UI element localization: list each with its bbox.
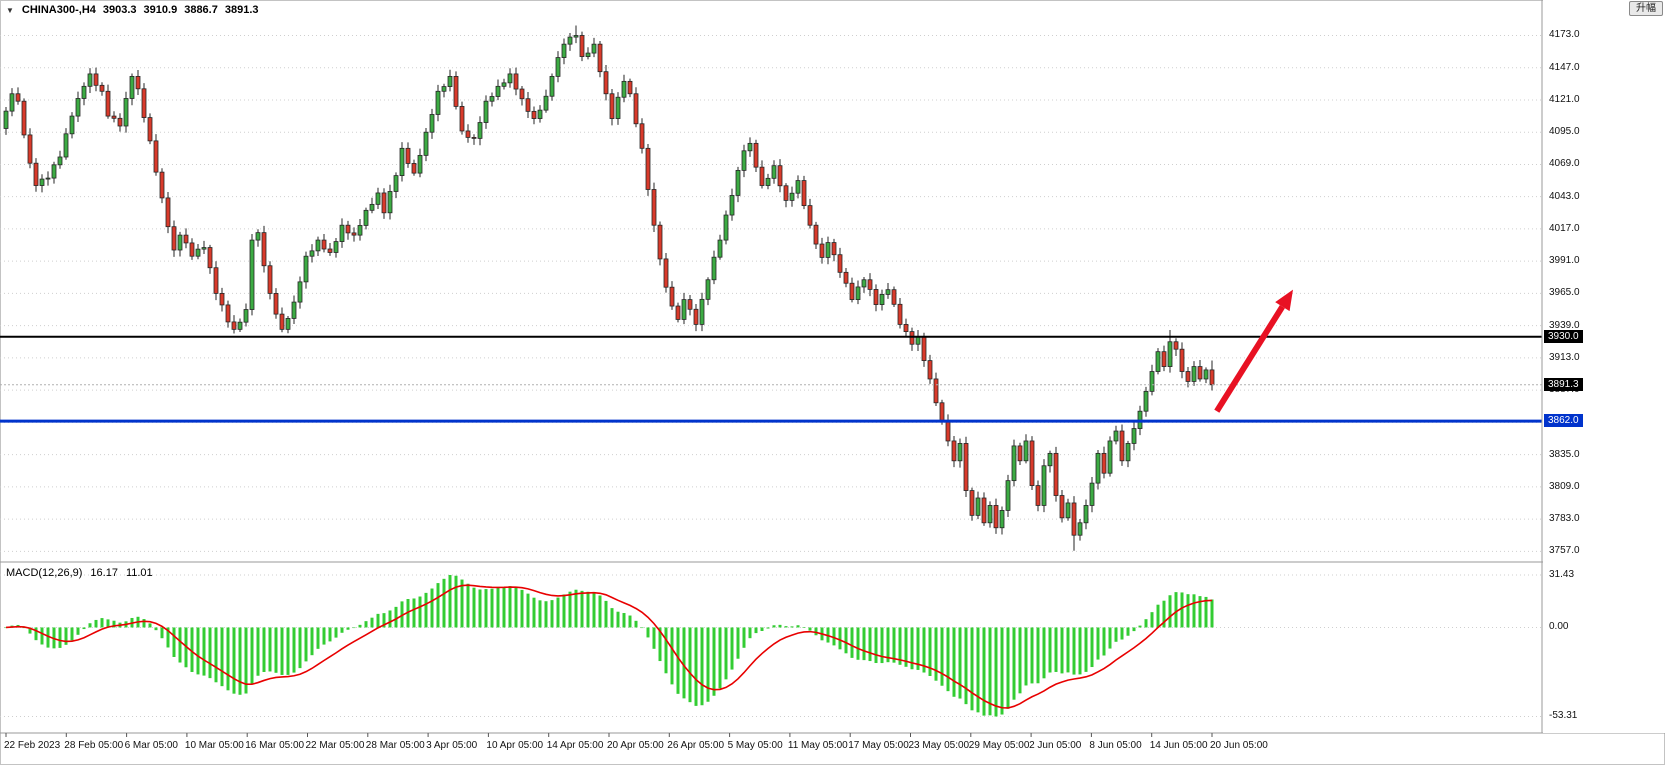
price-axis-label: 4043.0 — [1549, 190, 1580, 202]
price-axis-label: 3939.0 — [1549, 319, 1580, 331]
price-axis-label: 4095.0 — [1549, 126, 1580, 138]
rise-button[interactable]: 升幅 — [1629, 1, 1663, 16]
price-axis-label: 3809.0 — [1549, 480, 1580, 492]
ohlc-open: 3903.3 — [102, 4, 137, 16]
time-axis-label: 14 Jun 05:00 — [1149, 740, 1208, 751]
macd-label: MACD(12,26,9) — [6, 567, 83, 579]
time-axis-label: 20 Jun 05:00 — [1210, 740, 1268, 751]
macd-value-main: 16.17 — [90, 567, 118, 579]
time-axis-label: 11 May 05:00 — [787, 740, 848, 751]
trend-arrow[interactable] — [1214, 289, 1293, 413]
price-axis-label: 3991.0 — [1549, 255, 1580, 267]
time-axis-label: 8 Jun 05:00 — [1089, 740, 1142, 751]
price-axis[interactable]: 31.43 0.00 -53.31 4173.0 4147.0 4121.0 4095… — [1543, 0, 1665, 733]
price-axis-label: 4147.0 — [1549, 61, 1580, 73]
price-tag-current: 3891.3 — [1544, 377, 1583, 391]
macd-signal-line — [5, 584, 1213, 709]
time-axis-label: 10 Mar 05:00 — [184, 740, 244, 751]
macd-indicator-header: MACD(12,26,9) 16.17 11.01 — [6, 567, 153, 579]
chart-dropdown-icon[interactable]: ▼ — [6, 5, 14, 15]
price-axis-label: 3835.0 — [1549, 448, 1580, 460]
time-axis-label: 3 Apr 05:00 — [426, 740, 478, 751]
price-axis-label: 3913.0 — [1549, 351, 1580, 363]
time-axis-label: 6 Mar 05:00 — [124, 740, 178, 751]
grid-lines — [0, 34, 1542, 717]
time-axis-label: 14 Apr 05:00 — [546, 740, 604, 751]
time-axis-label: 10 Apr 05:00 — [486, 740, 544, 751]
time-axis[interactable]: 22 Feb 2023 28 Feb 05:00 6 Mar 05:00 10 Mar… — [0, 733, 1542, 765]
time-axis-label: 26 Apr 05:00 — [667, 740, 725, 751]
time-axis-label: 5 May 05:00 — [727, 740, 783, 751]
time-axis-label: 22 Feb 2023 — [4, 740, 61, 751]
time-axis-label: 17 May 05:00 — [848, 740, 909, 751]
time-axis-label: 16 Mar 05:00 — [245, 740, 305, 751]
price-axis-label: 4121.0 — [1549, 93, 1580, 105]
price-axis-label: 4017.0 — [1549, 222, 1580, 234]
macd-value-signal: 11.01 — [125, 567, 153, 579]
time-axis-label: 22 Mar 05:00 — [305, 740, 365, 751]
price-axis-label: 4173.0 — [1549, 29, 1580, 41]
ohlc-low: 3886.7 — [184, 4, 218, 16]
ohlc-high: 3910.9 — [143, 4, 178, 16]
price-tag-resistance: 3930.0 — [1544, 329, 1583, 343]
time-axis-label: 20 Apr 05:00 — [607, 740, 664, 751]
ohlc-close: 3891.3 — [224, 4, 259, 16]
price-axis-label: 3783.0 — [1549, 513, 1580, 525]
price-axis-label: 3757.0 — [1549, 545, 1580, 557]
symbol-header: ▼ CHINA300-,H4 3903.3 3910.9 3886.7 3891… — [6, 4, 259, 16]
price-axis-label: 3965.0 — [1549, 287, 1580, 299]
price-axis-label: 4069.0 — [1549, 158, 1580, 170]
level-lines[interactable] — [0, 335, 1542, 423]
candlestick-series — [3, 25, 1215, 551]
price-tag-support: 3862.0 — [1544, 414, 1583, 428]
macd-axis-label-min: -53.31 — [1549, 710, 1578, 722]
time-axis-label: 29 May 05:00 — [968, 740, 1030, 751]
macd-axis-label-zero: 0.00 — [1549, 621, 1569, 633]
time-axis-label: 2 Jun 05:00 — [1029, 740, 1082, 751]
panel-frame — [0, 0, 1665, 737]
time-axis-label: 23 May 05:00 — [908, 740, 970, 751]
time-axis-label: 28 Mar 05:00 — [365, 740, 425, 751]
symbol-name: CHINA300-,H4 — [21, 4, 96, 16]
macd-axis-label-max: 31.43 — [1549, 568, 1575, 580]
time-axis-label: 28 Feb 05:00 — [64, 740, 124, 751]
